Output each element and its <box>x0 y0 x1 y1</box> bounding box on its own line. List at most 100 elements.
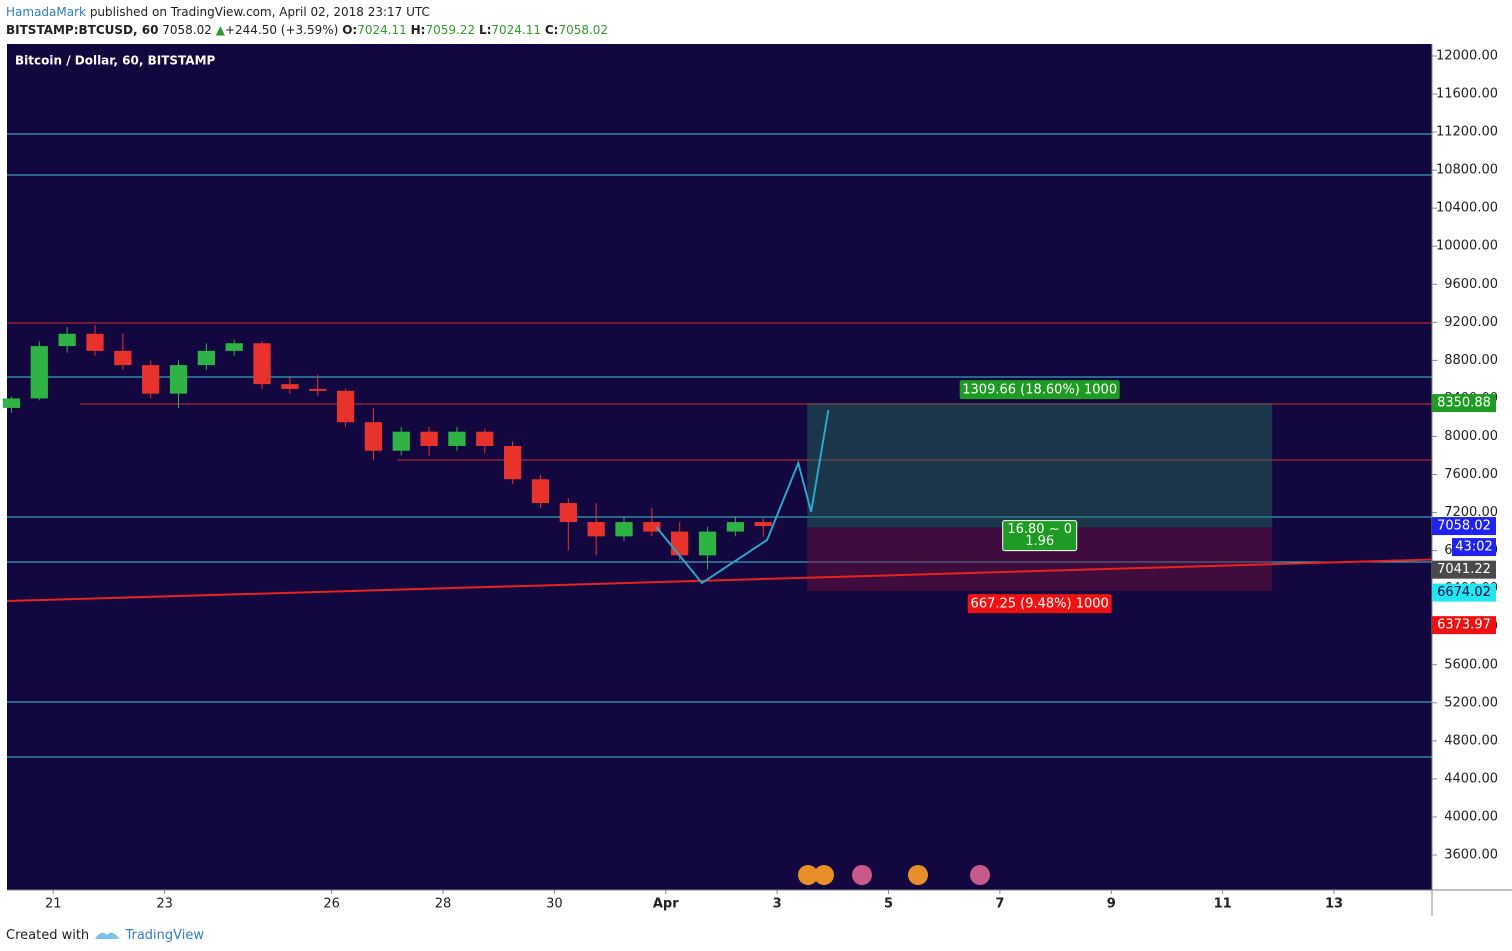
candle-body <box>86 333 104 351</box>
candle-body <box>364 422 383 451</box>
trend-line <box>6 558 1433 603</box>
arrow: ▲ <box>215 23 225 37</box>
y-tick-label: 10400.00 <box>1436 201 1498 216</box>
projection-path <box>655 409 830 585</box>
header: HamadaMark published on TradingView.com,… <box>6 3 608 39</box>
candle-body <box>726 522 745 532</box>
candle-body <box>169 365 188 394</box>
event-icon <box>798 865 818 885</box>
y-tick-label: 9200.00 <box>1444 315 1498 330</box>
x-tick-label: 23 <box>156 897 173 912</box>
y-tick-label: 8000.00 <box>1444 429 1498 444</box>
candle-body <box>30 346 48 399</box>
candle-body <box>448 431 466 446</box>
candle-body <box>2 398 21 408</box>
events <box>798 865 990 885</box>
last: 7058.02 <box>162 23 212 37</box>
level-price: 6674.02 <box>1437 585 1491 600</box>
x-tick-label: 26 <box>323 897 340 912</box>
brand[interactable]: TradingView <box>125 928 204 943</box>
y-tick-label: 11600.00 <box>1436 87 1498 102</box>
o: 7024.11 <box>357 23 407 37</box>
change: +244.50 (+3.59%) <box>224 23 339 37</box>
x-tick-label: 21 <box>45 897 62 912</box>
symbol: BITSTAMP:BTCUSD, 60 <box>6 23 159 37</box>
candle-body <box>392 431 410 451</box>
candle-body <box>197 350 215 366</box>
entry-price-bg <box>1432 560 1496 579</box>
l-key: L: <box>478 23 492 37</box>
candle-body <box>476 431 494 446</box>
center-label-bg <box>1002 520 1078 552</box>
created: Created with <box>6 928 90 943</box>
stop-price: 6373.97 <box>1437 618 1491 633</box>
candle-body <box>114 350 132 366</box>
candle-body <box>281 384 299 389</box>
y-tick-label: 7200.00 <box>1444 505 1498 520</box>
candle-body <box>336 390 355 423</box>
y-tick-label: 4400.00 <box>1444 771 1498 786</box>
y-tick-label: 5200.00 <box>1444 695 1498 710</box>
chart: Bitcoin / Dollar, 60, BITSTAMP 3600.00 40… <box>2 44 1512 916</box>
center-label: 1.96 <box>1025 534 1054 549</box>
candle-body <box>559 503 577 523</box>
candle-body <box>671 531 689 556</box>
candle-body <box>420 431 438 446</box>
candle-body <box>142 365 160 394</box>
x-tick-label: 30 <box>546 897 563 912</box>
y-tick-label: 9600.00 <box>1444 277 1498 292</box>
h: 7059.22 <box>425 23 476 37</box>
target-label: 1309.66 (18.60%) 1000 <box>962 383 1117 398</box>
countdown-bg <box>1452 538 1496 557</box>
h-key: H: <box>410 23 426 37</box>
y-tick-label: 10800.00 <box>1436 163 1498 178</box>
entry-price: 7041.22 <box>1437 562 1491 577</box>
x-tick-label: 7 <box>995 897 1004 912</box>
y-tick-label: 4800.00 <box>1444 733 1498 748</box>
y-tick-label: 3600.00 <box>1444 847 1498 862</box>
author[interactable]: HamadaMark <box>6 5 86 19</box>
c-key: C: <box>544 23 559 37</box>
candle-body <box>643 522 661 532</box>
x-tick-label: 11 <box>1214 897 1232 912</box>
target-zone <box>807 403 1273 528</box>
countdown: 43:02 <box>1455 540 1492 555</box>
candle-body <box>253 343 271 385</box>
level-price-bg <box>1432 583 1496 602</box>
o-key: O: <box>342 23 358 37</box>
event-icon <box>852 865 872 885</box>
l: 7024.11 <box>491 23 542 37</box>
stop-price-bg <box>1432 616 1496 635</box>
y-tick-label: 5600.00 <box>1444 657 1498 672</box>
y-tick-label: 7600.00 <box>1444 467 1498 482</box>
candle-body <box>587 522 605 537</box>
target-price-bg <box>1432 394 1496 413</box>
plot-bg <box>7 44 1432 890</box>
stop-label: 667.25 (9.48%) 1000 <box>971 597 1109 612</box>
candle-body <box>531 479 550 504</box>
x-tick-label: 9 <box>1107 897 1116 912</box>
x-tick-label: 3 <box>773 897 782 912</box>
stop-label-bg <box>967 594 1112 614</box>
x-tick-label: 13 <box>1325 897 1343 912</box>
event-icon <box>814 865 834 885</box>
candle-body <box>698 531 717 556</box>
chart-title: Bitcoin / Dollar, 60, BITSTAMP <box>15 54 216 68</box>
candle-body <box>309 388 327 391</box>
target-price: 8350.88 <box>1437 396 1491 411</box>
event-icon <box>970 865 990 885</box>
y-tick-label: 10000.00 <box>1436 239 1498 254</box>
quote-line: BITSTAMP:BTCUSD, 60 7058.02 ▲+244.50 (+3… <box>6 21 608 39</box>
y-tick-label: 12000.00 <box>1436 48 1498 63</box>
last-price-bg <box>1432 517 1496 536</box>
y-tick-label: 4000.00 <box>1444 809 1498 824</box>
logo <box>95 932 120 939</box>
y-tick-label: 11200.00 <box>1436 125 1498 140</box>
candle-body <box>503 445 522 480</box>
last-price: 7058.02 <box>1437 519 1491 534</box>
target-label-bg <box>959 380 1120 400</box>
center-label: 16.80 ~ 0 <box>1007 522 1072 537</box>
candle-body <box>225 343 243 351</box>
candle-body <box>58 333 76 347</box>
